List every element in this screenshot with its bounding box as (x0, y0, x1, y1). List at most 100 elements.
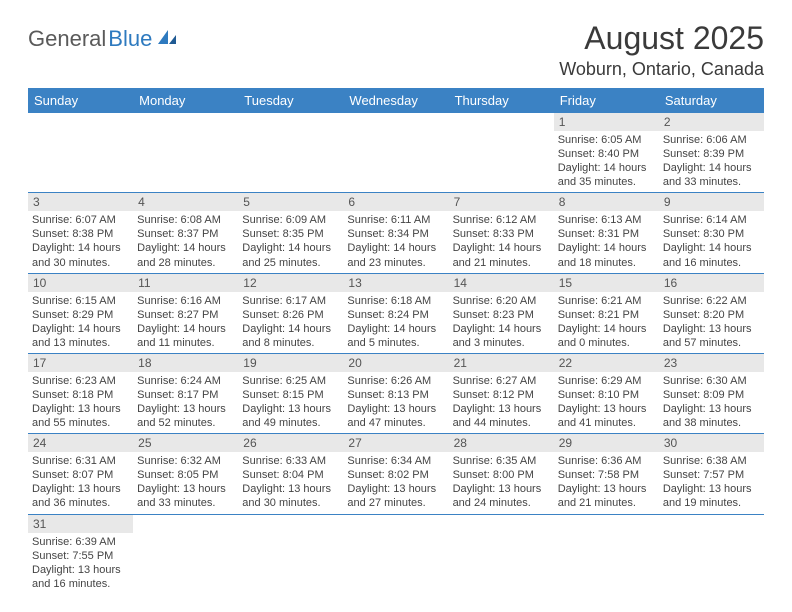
calendar-cell: 4Sunrise: 6:08 AMSunset: 8:37 PMDaylight… (133, 193, 238, 273)
calendar-cell: 10Sunrise: 6:15 AMSunset: 8:29 PMDayligh… (28, 273, 133, 353)
calendar-cell: 1Sunrise: 6:05 AMSunset: 8:40 PMDaylight… (554, 113, 659, 193)
day-details: Sunrise: 6:05 AMSunset: 8:40 PMDaylight:… (554, 131, 659, 192)
calendar-cell (238, 514, 343, 594)
day-details: Sunrise: 6:38 AMSunset: 7:57 PMDaylight:… (659, 452, 764, 513)
calendar-cell: 8Sunrise: 6:13 AMSunset: 8:31 PMDaylight… (554, 193, 659, 273)
weekday-monday: Monday (133, 88, 238, 113)
day-number: 5 (238, 193, 343, 211)
day-number: 3 (28, 193, 133, 211)
daylight-1: Daylight: 14 hours (32, 322, 129, 336)
sunrise: Sunrise: 6:27 AM (453, 374, 550, 388)
daylight-1: Daylight: 14 hours (347, 322, 444, 336)
daylight-2: and 21 minutes. (453, 256, 550, 270)
calendar-cell: 30Sunrise: 6:38 AMSunset: 7:57 PMDayligh… (659, 434, 764, 514)
day-details: Sunrise: 6:15 AMSunset: 8:29 PMDaylight:… (28, 292, 133, 353)
sunset: Sunset: 8:33 PM (453, 227, 550, 241)
sunrise: Sunrise: 6:06 AM (663, 133, 760, 147)
weekday-saturday: Saturday (659, 88, 764, 113)
day-number: 13 (343, 274, 448, 292)
sunrise: Sunrise: 6:14 AM (663, 213, 760, 227)
daylight-1: Daylight: 13 hours (242, 482, 339, 496)
calendar-cell: 15Sunrise: 6:21 AMSunset: 8:21 PMDayligh… (554, 273, 659, 353)
sunset: Sunset: 8:34 PM (347, 227, 444, 241)
calendar-cell: 20Sunrise: 6:26 AMSunset: 8:13 PMDayligh… (343, 353, 448, 433)
day-details: Sunrise: 6:39 AMSunset: 7:55 PMDaylight:… (28, 533, 133, 594)
sunset: Sunset: 8:24 PM (347, 308, 444, 322)
day-number: 19 (238, 354, 343, 372)
daylight-1: Daylight: 14 hours (558, 241, 655, 255)
daylight-2: and 33 minutes. (137, 496, 234, 510)
calendar-week: 10Sunrise: 6:15 AMSunset: 8:29 PMDayligh… (28, 273, 764, 353)
calendar-cell (133, 113, 238, 193)
daylight-2: and 49 minutes. (242, 416, 339, 430)
calendar-cell: 29Sunrise: 6:36 AMSunset: 7:58 PMDayligh… (554, 434, 659, 514)
daylight-2: and 8 minutes. (242, 336, 339, 350)
daylight-2: and 24 minutes. (453, 496, 550, 510)
day-number: 28 (449, 434, 554, 452)
calendar-table: Sunday Monday Tuesday Wednesday Thursday… (28, 88, 764, 594)
day-number: 17 (28, 354, 133, 372)
title-block: August 2025 Woburn, Ontario, Canada (559, 20, 764, 80)
day-details: Sunrise: 6:08 AMSunset: 8:37 PMDaylight:… (133, 211, 238, 272)
calendar-cell: 25Sunrise: 6:32 AMSunset: 8:05 PMDayligh… (133, 434, 238, 514)
day-details: Sunrise: 6:33 AMSunset: 8:04 PMDaylight:… (238, 452, 343, 513)
sunrise: Sunrise: 6:23 AM (32, 374, 129, 388)
day-details: Sunrise: 6:26 AMSunset: 8:13 PMDaylight:… (343, 372, 448, 433)
daylight-2: and 55 minutes. (32, 416, 129, 430)
sunrise: Sunrise: 6:05 AM (558, 133, 655, 147)
day-number: 9 (659, 193, 764, 211)
day-number: 23 (659, 354, 764, 372)
sunset: Sunset: 8:31 PM (558, 227, 655, 241)
sunrise: Sunrise: 6:26 AM (347, 374, 444, 388)
logo-text-general: General (28, 26, 106, 52)
calendar-cell (28, 113, 133, 193)
calendar-week: 24Sunrise: 6:31 AMSunset: 8:07 PMDayligh… (28, 434, 764, 514)
daylight-1: Daylight: 13 hours (663, 322, 760, 336)
calendar-cell: 16Sunrise: 6:22 AMSunset: 8:20 PMDayligh… (659, 273, 764, 353)
day-number: 30 (659, 434, 764, 452)
calendar-cell: 26Sunrise: 6:33 AMSunset: 8:04 PMDayligh… (238, 434, 343, 514)
sunset: Sunset: 8:21 PM (558, 308, 655, 322)
sunset: Sunset: 8:35 PM (242, 227, 339, 241)
sunrise: Sunrise: 6:29 AM (558, 374, 655, 388)
sunset: Sunset: 8:13 PM (347, 388, 444, 402)
sunrise: Sunrise: 6:34 AM (347, 454, 444, 468)
day-number: 27 (343, 434, 448, 452)
daylight-1: Daylight: 14 hours (558, 322, 655, 336)
daylight-2: and 3 minutes. (453, 336, 550, 350)
sunrise: Sunrise: 6:38 AM (663, 454, 760, 468)
weekday-friday: Friday (554, 88, 659, 113)
daylight-1: Daylight: 14 hours (242, 322, 339, 336)
sunset: Sunset: 8:17 PM (137, 388, 234, 402)
day-details: Sunrise: 6:27 AMSunset: 8:12 PMDaylight:… (449, 372, 554, 433)
sunset: Sunset: 8:00 PM (453, 468, 550, 482)
sunrise: Sunrise: 6:07 AM (32, 213, 129, 227)
daylight-1: Daylight: 13 hours (558, 482, 655, 496)
sunrise: Sunrise: 6:22 AM (663, 294, 760, 308)
daylight-2: and 21 minutes. (558, 496, 655, 510)
calendar-cell: 31Sunrise: 6:39 AMSunset: 7:55 PMDayligh… (28, 514, 133, 594)
day-number: 14 (449, 274, 554, 292)
day-details: Sunrise: 6:18 AMSunset: 8:24 PMDaylight:… (343, 292, 448, 353)
daylight-1: Daylight: 13 hours (242, 402, 339, 416)
daylight-2: and 11 minutes. (137, 336, 234, 350)
day-details: Sunrise: 6:36 AMSunset: 7:58 PMDaylight:… (554, 452, 659, 513)
daylight-2: and 27 minutes. (347, 496, 444, 510)
daylight-2: and 28 minutes. (137, 256, 234, 270)
day-number: 16 (659, 274, 764, 292)
sunrise: Sunrise: 6:12 AM (453, 213, 550, 227)
daylight-2: and 25 minutes. (242, 256, 339, 270)
sunrise: Sunrise: 6:21 AM (558, 294, 655, 308)
calendar-cell (133, 514, 238, 594)
sunrise: Sunrise: 6:17 AM (242, 294, 339, 308)
calendar-cell: 3Sunrise: 6:07 AMSunset: 8:38 PMDaylight… (28, 193, 133, 273)
daylight-1: Daylight: 14 hours (137, 241, 234, 255)
day-details: Sunrise: 6:17 AMSunset: 8:26 PMDaylight:… (238, 292, 343, 353)
daylight-2: and 19 minutes. (663, 496, 760, 510)
sunrise: Sunrise: 6:20 AM (453, 294, 550, 308)
daylight-1: Daylight: 13 hours (347, 482, 444, 496)
calendar-cell (659, 514, 764, 594)
daylight-1: Daylight: 14 hours (32, 241, 129, 255)
sunset: Sunset: 7:55 PM (32, 549, 129, 563)
day-number: 2 (659, 113, 764, 131)
